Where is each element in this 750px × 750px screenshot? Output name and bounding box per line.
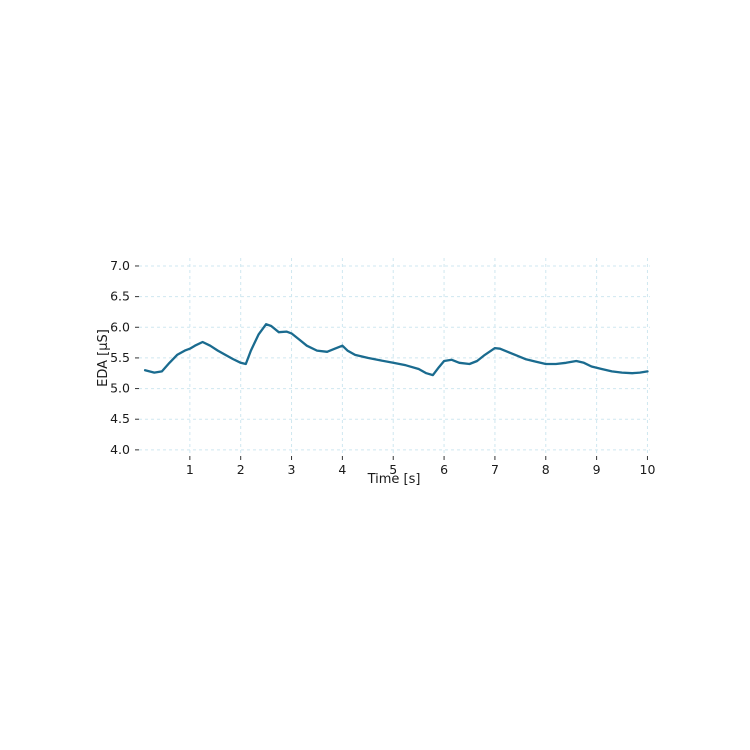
x-tick-label: 4 (338, 462, 346, 477)
y-axis-label: EDA [μS] (96, 329, 111, 387)
x-tick-label: 7 (491, 462, 499, 477)
y-tick-label: 4.0 (110, 442, 130, 457)
y-tick-label: 6.5 (110, 289, 130, 304)
line-layer (143, 323, 649, 377)
x-axis-label: Time [s] (367, 472, 421, 487)
grid-layer (139, 258, 650, 456)
y-tick-label: 5.5 (110, 350, 130, 365)
y-tick-label: 5.0 (110, 381, 130, 396)
y-tick-label: 4.5 (110, 411, 130, 426)
y-tick-label: 6.0 (110, 319, 130, 334)
x-tick-label: 9 (593, 462, 601, 477)
x-tick-label: 10 (640, 462, 656, 477)
tick-layer: 1 2 3 4 5 6 7 8 9 10 4.0 4.5 5.0 5.5 6.0 6.5 7.0 (110, 258, 655, 477)
x-tick-label: 6 (440, 462, 448, 477)
eda-signal-line (143, 323, 649, 377)
x-tick-label: 1 (186, 462, 194, 477)
x-tick-label: 2 (237, 462, 245, 477)
x-tick-label: 5 (389, 462, 397, 477)
x-tick-label: 8 (542, 462, 550, 477)
y-tick-label: 7.0 (110, 258, 130, 273)
x-tick-label: 3 (288, 462, 296, 477)
